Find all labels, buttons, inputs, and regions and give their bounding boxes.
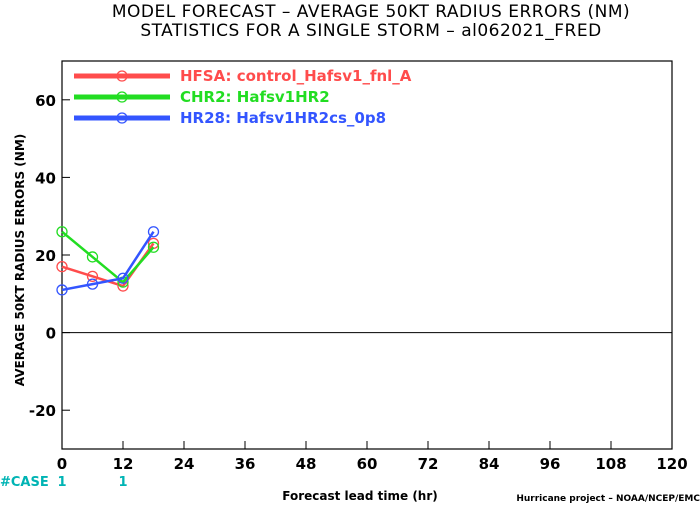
plot-area: 0 12 24 36 48 60 72 84 96 108 120 -20 0 20 40 60 [29,60,688,473]
x-tick-label: 96 [540,455,561,473]
x-tick-label: 60 [357,455,378,473]
series-1-point [147,241,160,253]
x-tick-label: 48 [296,455,317,473]
series-0-point [86,270,99,282]
series-0-point [56,260,68,273]
x-tick-label: 12 [113,455,134,473]
legend-entry-2: HR28: Hafsv1HR2cs_0p8 [180,109,386,127]
legend-entry-0: HFSA: control_Hafsv1_fnl_A [180,67,412,85]
legend-marker-2 [116,112,128,124]
x-tick-label: 36 [235,455,256,473]
legend: HFSA: control_Hafsv1_fnl_A CHR2: Hafsv1HR… [74,67,412,127]
legend-entry-1: CHR2: Hafsv1HR2 [180,88,330,106]
y-tick-label: 0 [46,325,56,343]
series-2-point [56,284,68,296]
legend-marker-0 [116,70,128,82]
x-tick-label: 84 [479,455,500,473]
chart-title-line-2: STATISTICS FOR A SINGLE STORM – al062021… [140,21,601,41]
x-tick-label: 108 [595,455,626,473]
y-tick-label: 20 [35,247,56,265]
series-2-point [117,272,129,284]
credit-text: Hurricane project – NOAA/NCEP/EMC [516,494,700,504]
case-label: #CASE [0,475,49,490]
series-line-1 [61,230,155,284]
case-count: 1 [118,475,127,490]
series-2-point [147,226,160,238]
legend-marker-1 [116,91,128,103]
series-2-point [86,278,99,290]
series-1-point [56,226,68,238]
case-count: 1 [57,475,66,490]
x-axis-label: Forecast lead time (hr) [282,489,438,503]
series-1-point [86,251,99,263]
series-line-2 [61,231,155,292]
x-tick-label: 72 [418,455,439,473]
y-tick-label: 40 [35,169,56,187]
y-tick-label: -20 [29,402,56,420]
series-lines [56,226,160,296]
x-tick-label: 24 [174,455,195,473]
x-tick-label: 120 [656,455,687,473]
y-axis-label: AVERAGE 50KT RADIUS ERRORS (NM) [13,134,27,386]
y-tick-label: 60 [35,92,56,110]
x-tick-label: 0 [57,455,67,473]
chart-title-line-1: MODEL FORECAST – AVERAGE 50KT RADIUS ERR… [112,2,630,22]
